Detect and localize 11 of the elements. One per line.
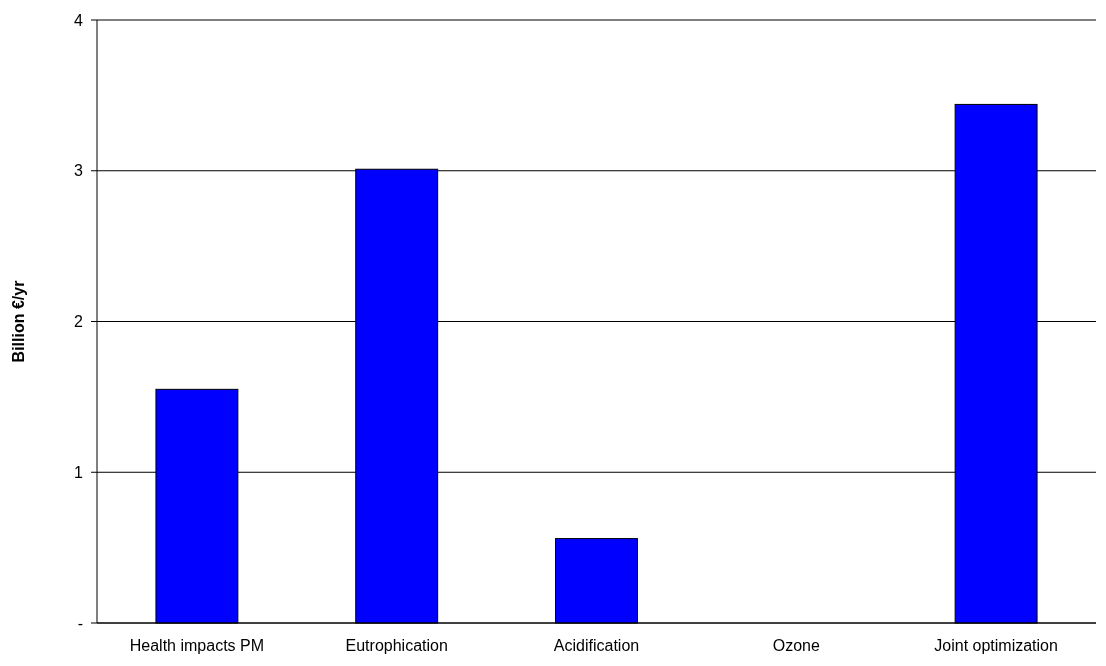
x-tick-label: Eutrophication [345,637,448,654]
x-tick-label: Health impacts PM [129,637,265,654]
y-axis-title: Billion €/yr [10,280,27,363]
y-tick-label: 4 [74,11,84,29]
y-tick-label: - [77,614,83,632]
y-tick-label: 1 [74,463,84,481]
y-tick-label: 3 [74,162,84,180]
x-tick-label: Ozone [772,637,820,654]
x-tick-label: Acidification [553,637,640,654]
y-tick-label: 2 [74,313,84,331]
x-tick-label: Joint optimization [934,637,1058,654]
